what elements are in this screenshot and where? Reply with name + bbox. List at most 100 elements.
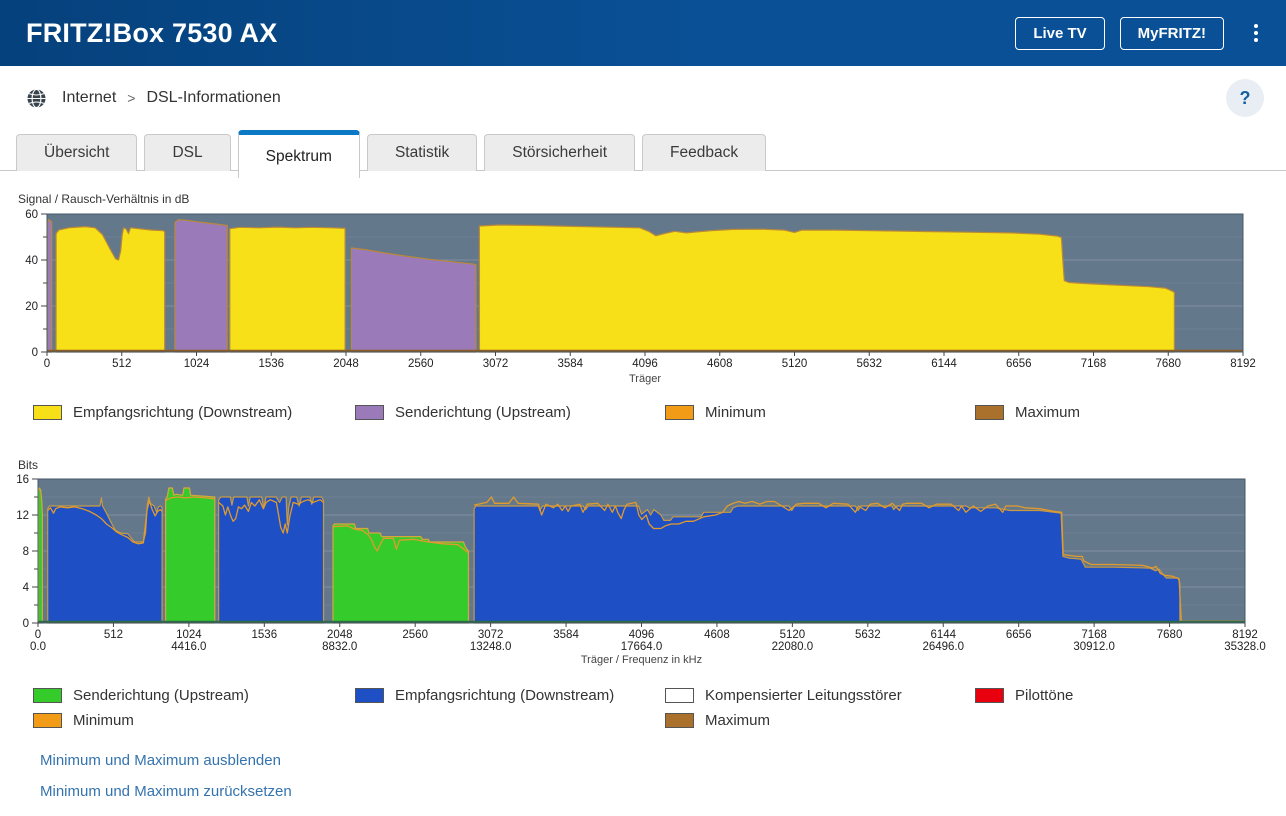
svg-text:4608: 4608	[704, 629, 730, 641]
svg-text:12: 12	[16, 510, 29, 522]
pilot-tones-swatch	[975, 688, 1004, 703]
maximum-swatch	[665, 713, 694, 728]
svg-text:512: 512	[104, 629, 123, 641]
tab-statistik[interactable]: Statistik	[367, 134, 477, 171]
upstream-swatch	[355, 405, 384, 420]
breadcrumb-dsl-informationen: DSL-Informationen	[146, 89, 280, 107]
compensated-disturber-swatch	[665, 688, 694, 703]
svg-text:7168: 7168	[1081, 358, 1107, 370]
svg-text:2560: 2560	[402, 629, 428, 641]
legend-label: Minimum	[73, 712, 134, 729]
svg-text:6656: 6656	[1006, 629, 1032, 641]
svg-text:8832.0: 8832.0	[322, 641, 357, 653]
bits-chart-legend-row2: Minimum Maximum	[0, 712, 1286, 732]
svg-text:6144: 6144	[931, 358, 957, 370]
bit-allocation-chart: 0 512 1024 1536 2048 2560 3072 3584 4096 4608 5120…	[0, 474, 1286, 671]
tab-stoersicherheit[interactable]: Störsicherheit	[484, 134, 635, 171]
legend-label: Senderichtung (Upstream)	[73, 687, 249, 704]
svg-text:8192: 8192	[1230, 358, 1256, 370]
tab-dsl[interactable]: DSL	[144, 134, 230, 171]
legend-label: Pilottöne	[1015, 687, 1073, 704]
svg-text:7168: 7168	[1081, 629, 1107, 641]
legend-label: Maximum	[1015, 404, 1080, 421]
svg-text:8: 8	[23, 546, 29, 558]
tab-uebersicht[interactable]: Übersicht	[16, 134, 137, 171]
svg-text:8192: 8192	[1232, 629, 1258, 641]
reset-minmax-link[interactable]: Minimum und Maximum zurücksetzen	[40, 783, 1286, 800]
svg-text:0: 0	[32, 347, 38, 359]
svg-text:3584: 3584	[557, 358, 583, 370]
svg-text:60: 60	[25, 209, 38, 221]
svg-text:6144: 6144	[930, 629, 956, 641]
svg-text:5632: 5632	[856, 358, 882, 370]
maximum-swatch	[975, 405, 1004, 420]
minimum-swatch	[665, 405, 694, 420]
legend-label: Empfangsrichtung (Downstream)	[73, 404, 292, 421]
svg-text:16: 16	[16, 474, 29, 486]
svg-text:6656: 6656	[1006, 358, 1032, 370]
svg-text:Träger / Frequenz in kHz: Träger / Frequenz in kHz	[581, 654, 702, 666]
svg-text:13248.0: 13248.0	[470, 641, 512, 653]
legend-label: Kompensierter Leitungsstörer	[705, 687, 902, 704]
svg-text:2048: 2048	[327, 629, 353, 641]
svg-text:4416.0: 4416.0	[171, 641, 206, 653]
legend-label: Empfangsrichtung (Downstream)	[395, 687, 614, 704]
svg-text:1536: 1536	[252, 629, 278, 641]
svg-text:35328.0: 35328.0	[1224, 641, 1266, 653]
svg-text:5120: 5120	[782, 358, 808, 370]
svg-text:3072: 3072	[478, 629, 504, 641]
svg-text:1536: 1536	[258, 358, 284, 370]
snr-chart-legend: Empfangsrichtung (Downstream) Sendericht…	[0, 404, 1286, 424]
svg-text:1024: 1024	[184, 358, 210, 370]
svg-text:30912.0: 30912.0	[1073, 641, 1115, 653]
svg-text:40: 40	[25, 255, 38, 267]
hide-minmax-link[interactable]: Minimum und Maximum ausblenden	[40, 752, 1286, 769]
svg-text:4096: 4096	[629, 629, 655, 641]
downstream-swatch	[33, 405, 62, 420]
help-button[interactable]: ?	[1226, 79, 1264, 117]
svg-text:0: 0	[44, 358, 50, 370]
svg-text:4096: 4096	[632, 358, 658, 370]
tab-bar: Übersicht DSL Spektrum Statistik Störsic…	[0, 130, 1286, 171]
svg-text:3072: 3072	[483, 358, 509, 370]
legend-label: Maximum	[705, 712, 770, 729]
myfritz-button[interactable]: MyFRITZ!	[1120, 17, 1224, 50]
app-title: FRITZ!Box 7530 AX	[26, 18, 1000, 49]
svg-text:512: 512	[112, 358, 131, 370]
minimum-swatch	[33, 713, 62, 728]
tab-spektrum[interactable]: Spektrum	[238, 130, 360, 178]
tab-feedback[interactable]: Feedback	[642, 134, 766, 171]
upstream-swatch	[33, 688, 62, 703]
breadcrumb: Internet > DSL-Informationen ?	[0, 66, 1286, 130]
svg-text:5632: 5632	[855, 629, 881, 641]
svg-text:0.0: 0.0	[30, 641, 46, 653]
svg-text:3584: 3584	[553, 629, 579, 641]
svg-text:20: 20	[25, 301, 38, 313]
svg-text:4: 4	[23, 582, 30, 594]
svg-text:Träger: Träger	[629, 373, 661, 385]
svg-text:2560: 2560	[408, 358, 434, 370]
svg-text:5120: 5120	[780, 629, 806, 641]
bits-chart-legend-row1: Senderichtung (Upstream) Empfangsrichtun…	[0, 687, 1286, 707]
svg-text:26496.0: 26496.0	[922, 641, 964, 653]
svg-text:7680: 7680	[1157, 629, 1183, 641]
internet-globe-icon	[26, 88, 47, 109]
legend-label: Senderichtung (Upstream)	[395, 404, 571, 421]
minmax-links: Minimum und Maximum ausblenden Minimum u…	[40, 752, 1286, 800]
breadcrumb-separator-icon: >	[127, 90, 135, 106]
svg-text:17664.0: 17664.0	[621, 641, 663, 653]
svg-text:4608: 4608	[707, 358, 733, 370]
kebab-menu-icon[interactable]	[1250, 20, 1262, 46]
svg-text:7680: 7680	[1155, 358, 1181, 370]
breadcrumb-internet[interactable]: Internet	[62, 89, 116, 107]
svg-text:0: 0	[23, 618, 29, 630]
snr-chart-title: Signal / Rausch-Verhältnis in dB	[0, 192, 1286, 208]
svg-text:1024: 1024	[176, 629, 202, 641]
svg-text:22080.0: 22080.0	[772, 641, 814, 653]
live-tv-button[interactable]: Live TV	[1015, 17, 1104, 50]
bits-chart-title: Bits	[0, 458, 1286, 474]
app-header: FRITZ!Box 7530 AX Live TV MyFRITZ!	[0, 0, 1286, 66]
svg-text:0: 0	[35, 629, 41, 641]
legend-label: Minimum	[705, 404, 766, 421]
downstream-swatch	[355, 688, 384, 703]
